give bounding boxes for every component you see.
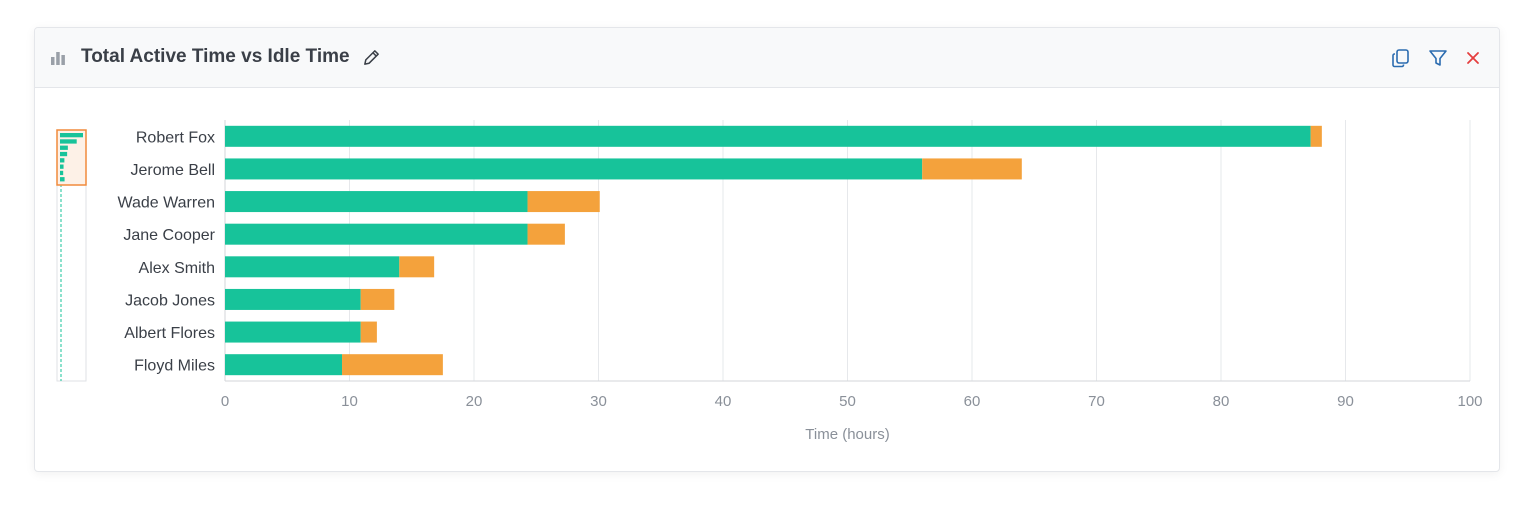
bar	[225, 288, 361, 310]
x-tick-label: 40	[715, 393, 732, 410]
zoom-preview-bar	[60, 151, 68, 157]
bar-chart-icon	[51, 52, 65, 65]
bar	[225, 321, 361, 343]
bar	[225, 256, 400, 278]
bar	[360, 288, 395, 310]
pencil-icon[interactable]	[362, 48, 381, 67]
x-tick-label: 0	[221, 393, 229, 410]
bar	[922, 158, 1022, 180]
zoom-preview-bar	[60, 139, 77, 144]
category-label: Wade Warren	[117, 195, 215, 212]
bar	[225, 125, 1311, 147]
category-label: Alex Smith	[139, 260, 215, 277]
bar	[342, 354, 443, 376]
close-icon	[1467, 52, 1479, 64]
zoom-preview-bar	[60, 164, 64, 169]
category-label: Floyd Miles	[134, 358, 215, 375]
zoom-preview-bar	[60, 177, 65, 182]
copy-icon	[1392, 49, 1409, 68]
x-axis-title: Time (hours)	[805, 426, 889, 443]
bar	[225, 354, 343, 376]
close-button[interactable]	[1462, 47, 1484, 69]
x-tick-label: 50	[839, 393, 856, 410]
filter-icon	[1429, 50, 1447, 66]
zoom-preview-bar	[60, 158, 65, 163]
bar	[225, 191, 528, 213]
bar-chart: Robert Fox Jerome Bell Wade Warren Jane Coo…	[56, 120, 1483, 443]
bar	[527, 191, 600, 213]
x-tick-label: 100	[1457, 393, 1482, 410]
bar	[225, 223, 528, 245]
filter-button[interactable]	[1427, 47, 1449, 69]
copy-button[interactable]	[1390, 47, 1412, 69]
chart-widget: Total Active Time vs Idle Time Robert Fo…	[34, 27, 1500, 472]
x-tick-label: 90	[1337, 393, 1354, 410]
x-tick-label: 80	[1213, 393, 1230, 410]
x-tick-label: 10	[341, 393, 358, 410]
category-label: Jerome Bell	[131, 162, 215, 179]
bar	[399, 256, 435, 278]
x-tick-label: 70	[1088, 393, 1105, 410]
category-label: Albert Flores	[124, 325, 215, 342]
category-label: Jacob Jones	[125, 292, 215, 309]
bar	[527, 223, 565, 245]
zoom-preview-bar	[60, 170, 64, 176]
bar	[360, 321, 377, 343]
x-tick-label: 30	[590, 393, 607, 410]
zoom-preview-bar	[60, 145, 68, 150]
x-tick-label: 20	[466, 393, 483, 410]
category-label: Jane Cooper	[123, 227, 215, 244]
zoom-brush-handle	[56, 129, 87, 186]
zoom-preview-bar	[60, 133, 83, 138]
bar	[1310, 125, 1322, 147]
category-label: Robert Fox	[136, 129, 215, 146]
bar	[225, 158, 923, 180]
widget-title: Total Active Time vs Idle Time	[81, 46, 350, 67]
x-tick-label: 60	[964, 393, 981, 410]
widget-header: Total Active Time vs Idle Time	[35, 28, 1499, 88]
